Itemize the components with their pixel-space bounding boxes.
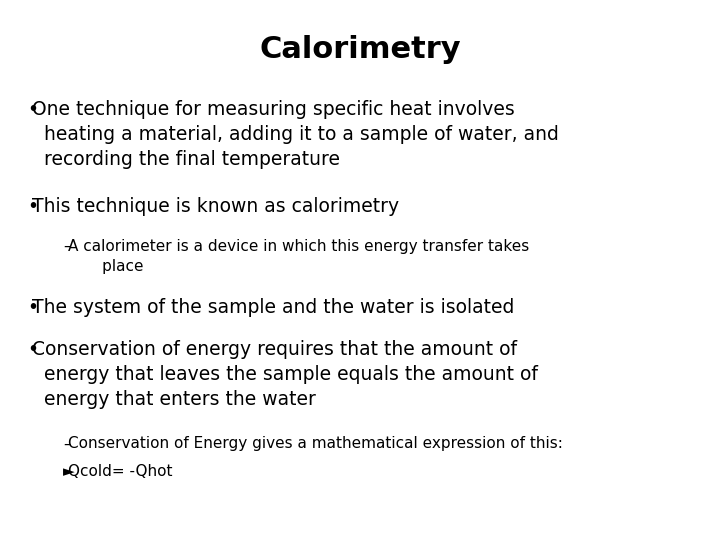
Text: The system of the sample and the water is isolated: The system of the sample and the water i…: [32, 298, 515, 317]
Text: Calorimetry: Calorimetry: [259, 35, 461, 64]
Text: •: •: [27, 298, 38, 317]
Text: –: –: [63, 436, 71, 451]
Text: ►: ►: [63, 464, 74, 480]
Text: Qcold= -Qhot: Qcold= -Qhot: [68, 464, 173, 480]
Text: •: •: [27, 340, 38, 359]
Text: •: •: [27, 197, 38, 216]
Text: •: •: [27, 100, 38, 119]
Text: Conservation of energy requires that the amount of
  energy that leaves the samp: Conservation of energy requires that the…: [32, 340, 539, 409]
Text: One technique for measuring specific heat involves
  heating a material, adding : One technique for measuring specific hea…: [32, 100, 559, 169]
Text: –: –: [63, 239, 71, 254]
Text: Conservation of Energy gives a mathematical expression of this:: Conservation of Energy gives a mathemati…: [68, 436, 563, 451]
Text: A calorimeter is a device in which this energy transfer takes
       place: A calorimeter is a device in which this …: [68, 239, 530, 274]
Text: This technique is known as calorimetry: This technique is known as calorimetry: [32, 197, 400, 216]
